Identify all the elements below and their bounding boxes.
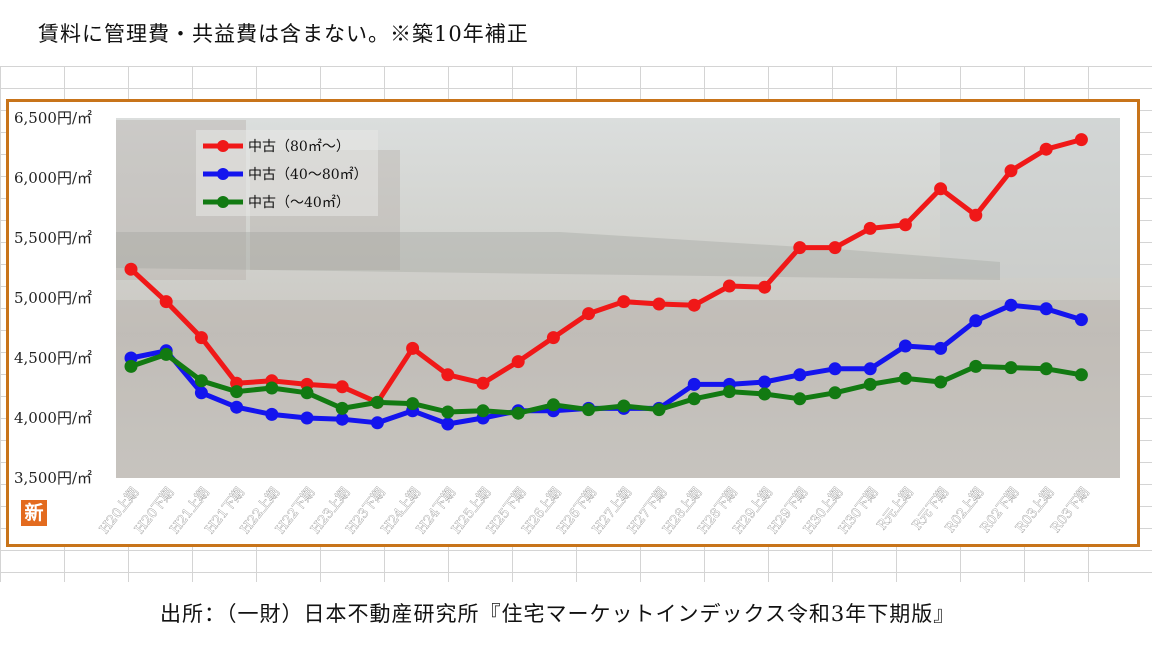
legend-marker — [217, 196, 229, 208]
legend: 中古（80㎡～） 中古（40～80㎡） 中古（～40㎡） — [196, 130, 378, 216]
data-point — [406, 341, 420, 355]
data-point — [793, 241, 807, 255]
data-point — [159, 295, 173, 309]
legend-label: 中古（40～80㎡） — [248, 167, 368, 183]
data-point — [124, 262, 138, 276]
data-point — [546, 331, 560, 345]
x-tick-label: R元上期 — [875, 485, 917, 533]
data-point — [300, 411, 314, 425]
chart-source: 出所：（一財）日本不動産研究所『住宅マーケットインデックス令和3年下期版』 — [160, 602, 956, 626]
y-tick-label: 5,500円/㎡ — [14, 229, 92, 247]
data-point — [511, 406, 525, 420]
legend-label: 中古（80㎡～） — [248, 139, 350, 155]
data-point — [476, 404, 490, 418]
data-point — [722, 385, 736, 399]
data-point — [335, 412, 349, 426]
x-axis: H20上期H20下期H21上期H21下期H22上期H22下期H23上期H23下期… — [97, 485, 1093, 537]
data-point — [511, 355, 525, 369]
data-point — [159, 347, 173, 361]
data-point — [969, 208, 983, 222]
data-point — [194, 374, 208, 388]
data-point — [230, 400, 244, 414]
y-tick-label: 4,000円/㎡ — [14, 409, 92, 427]
data-point — [1074, 313, 1088, 327]
data-point — [476, 376, 490, 390]
data-point — [934, 375, 948, 389]
chart-note: 賃料に管理費・共益費は含まない。※築10年補正 — [38, 22, 529, 46]
data-point — [441, 417, 455, 431]
y-tick-label: 6,500円/㎡ — [14, 109, 92, 127]
data-point — [582, 403, 596, 417]
data-point — [898, 339, 912, 353]
data-point — [1004, 298, 1018, 312]
data-point — [335, 401, 349, 415]
data-point — [652, 403, 666, 417]
data-point — [863, 221, 877, 235]
data-point — [934, 182, 948, 196]
data-point — [300, 386, 314, 400]
data-point — [406, 397, 420, 411]
data-point — [1004, 361, 1018, 375]
y-tick-label: 5,000円/㎡ — [14, 289, 92, 307]
data-point — [898, 371, 912, 385]
data-point — [793, 392, 807, 406]
data-point — [898, 218, 912, 232]
data-point — [722, 279, 736, 293]
data-point — [265, 407, 279, 421]
data-point — [335, 380, 349, 394]
data-point — [652, 297, 666, 311]
data-point — [370, 416, 384, 430]
data-point — [969, 314, 983, 328]
legend-label: 中古（～40㎡） — [248, 195, 350, 211]
data-point — [758, 280, 772, 294]
data-point — [1004, 164, 1018, 178]
data-point — [863, 377, 877, 391]
data-point — [828, 241, 842, 255]
data-point — [265, 381, 279, 395]
data-point — [441, 368, 455, 382]
data-point — [124, 359, 138, 373]
data-point — [863, 362, 877, 376]
y-tick-label: 3,500円/㎡ — [14, 469, 92, 487]
y-tick-label: 4,500円/㎡ — [14, 349, 92, 367]
data-point — [969, 359, 983, 373]
data-point — [1039, 362, 1053, 376]
new-badge: 新 — [21, 500, 47, 526]
y-axis: 3,500円/㎡ 4,000円/㎡ 4,500円/㎡ 5,000円/㎡ 5,500円/㎡… — [14, 109, 92, 487]
data-point — [828, 362, 842, 376]
series-line — [129, 137, 1083, 405]
data-point — [370, 395, 384, 409]
data-point — [828, 386, 842, 400]
data-point — [687, 298, 701, 312]
series-group — [124, 133, 1088, 431]
data-point — [194, 331, 208, 345]
data-point — [194, 386, 208, 400]
source-band — [0, 582, 1152, 648]
data-point — [793, 368, 807, 382]
data-point — [617, 295, 631, 309]
series-line — [130, 351, 1082, 416]
data-point — [758, 375, 772, 389]
y-tick-label: 6,000円/㎡ — [14, 169, 92, 187]
series-2 — [124, 347, 1088, 420]
data-point — [230, 385, 244, 399]
data-point — [582, 307, 596, 321]
legend-marker — [217, 168, 229, 180]
data-point — [687, 392, 701, 406]
series-0 — [124, 133, 1088, 409]
note-band — [0, 0, 1152, 66]
data-point — [1074, 133, 1088, 147]
data-point — [1039, 142, 1053, 156]
data-point — [934, 341, 948, 355]
data-point — [1074, 368, 1088, 382]
data-point — [546, 398, 560, 412]
data-point — [441, 405, 455, 419]
legend-marker — [217, 140, 229, 152]
data-point — [758, 387, 772, 401]
data-point — [1039, 302, 1053, 316]
data-point — [617, 399, 631, 413]
data-point — [687, 377, 701, 391]
